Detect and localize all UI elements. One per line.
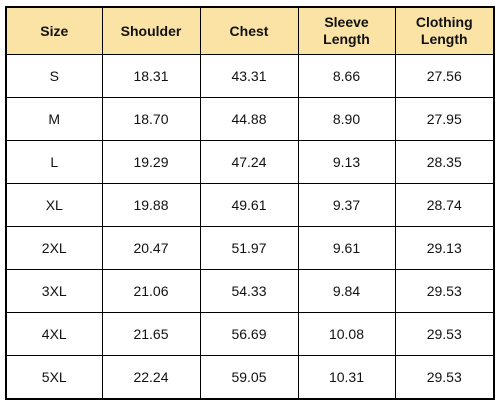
cell-size: 3XL bbox=[5, 269, 103, 313]
cell-chest: 43.31 bbox=[199, 54, 299, 98]
cell-shoulder: 21.06 bbox=[101, 269, 201, 313]
header-chest: Chest bbox=[199, 6, 299, 55]
cell-clothing-length: 29.53 bbox=[394, 312, 495, 356]
cell-chest: 47.24 bbox=[199, 140, 299, 184]
cell-clothing-length: 29.53 bbox=[394, 269, 495, 313]
header-clothing-length: Clothing Length bbox=[394, 6, 495, 55]
cell-size: 5XL bbox=[5, 355, 103, 400]
cell-size: 4XL bbox=[5, 312, 103, 356]
cell-clothing-length: 28.35 bbox=[394, 140, 495, 184]
cell-sleeve-length: 8.90 bbox=[297, 97, 396, 141]
table-row: 5XL 22.24 59.05 10.31 29.53 bbox=[5, 355, 495, 400]
cell-sleeve-length: 10.31 bbox=[297, 355, 396, 400]
table-row: 3XL 21.06 54.33 9.84 29.53 bbox=[5, 269, 495, 313]
cell-shoulder: 22.24 bbox=[101, 355, 201, 400]
cell-shoulder: 18.70 bbox=[101, 97, 201, 141]
cell-chest: 56.69 bbox=[199, 312, 299, 356]
table-row: XL 19.88 49.61 9.37 28.74 bbox=[5, 183, 495, 227]
cell-clothing-length: 29.53 bbox=[394, 355, 495, 400]
cell-size: XL bbox=[5, 183, 103, 227]
cell-chest: 59.05 bbox=[199, 355, 299, 400]
header-size: Size bbox=[5, 6, 103, 55]
table-row: 4XL 21.65 56.69 10.08 29.53 bbox=[5, 312, 495, 356]
cell-size: 2XL bbox=[5, 226, 103, 270]
cell-sleeve-length: 9.13 bbox=[297, 140, 396, 184]
cell-clothing-length: 27.95 bbox=[394, 97, 495, 141]
table-row: S 18.31 43.31 8.66 27.56 bbox=[5, 54, 495, 98]
cell-size: M bbox=[5, 97, 103, 141]
cell-clothing-length: 29.13 bbox=[394, 226, 495, 270]
cell-shoulder: 20.47 bbox=[101, 226, 201, 270]
cell-shoulder: 19.88 bbox=[101, 183, 201, 227]
cell-clothing-length: 28.74 bbox=[394, 183, 495, 227]
table-row: 2XL 20.47 51.97 9.61 29.13 bbox=[5, 226, 495, 270]
table-row: L 19.29 47.24 9.13 28.35 bbox=[5, 140, 495, 184]
cell-shoulder: 21.65 bbox=[101, 312, 201, 356]
header-row: Size Shoulder Chest Sleeve Length Clothi… bbox=[5, 6, 495, 55]
cell-sleeve-length: 9.61 bbox=[297, 226, 396, 270]
cell-size: S bbox=[5, 54, 103, 98]
cell-sleeve-length: 10.08 bbox=[297, 312, 396, 356]
cell-clothing-length: 27.56 bbox=[394, 54, 495, 98]
cell-chest: 54.33 bbox=[199, 269, 299, 313]
cell-chest: 44.88 bbox=[199, 97, 299, 141]
header-sleeve-length: Sleeve Length bbox=[297, 6, 396, 55]
cell-chest: 51.97 bbox=[199, 226, 299, 270]
cell-chest: 49.61 bbox=[199, 183, 299, 227]
cell-shoulder: 19.29 bbox=[101, 140, 201, 184]
cell-sleeve-length: 9.84 bbox=[297, 269, 396, 313]
table-row: M 18.70 44.88 8.90 27.95 bbox=[5, 97, 495, 141]
cell-shoulder: 18.31 bbox=[101, 54, 201, 98]
cell-size: L bbox=[5, 140, 103, 184]
cell-sleeve-length: 8.66 bbox=[297, 54, 396, 98]
size-table: Size Shoulder Chest Sleeve Length Clothi… bbox=[5, 6, 495, 400]
header-shoulder: Shoulder bbox=[101, 6, 201, 55]
cell-sleeve-length: 9.37 bbox=[297, 183, 396, 227]
